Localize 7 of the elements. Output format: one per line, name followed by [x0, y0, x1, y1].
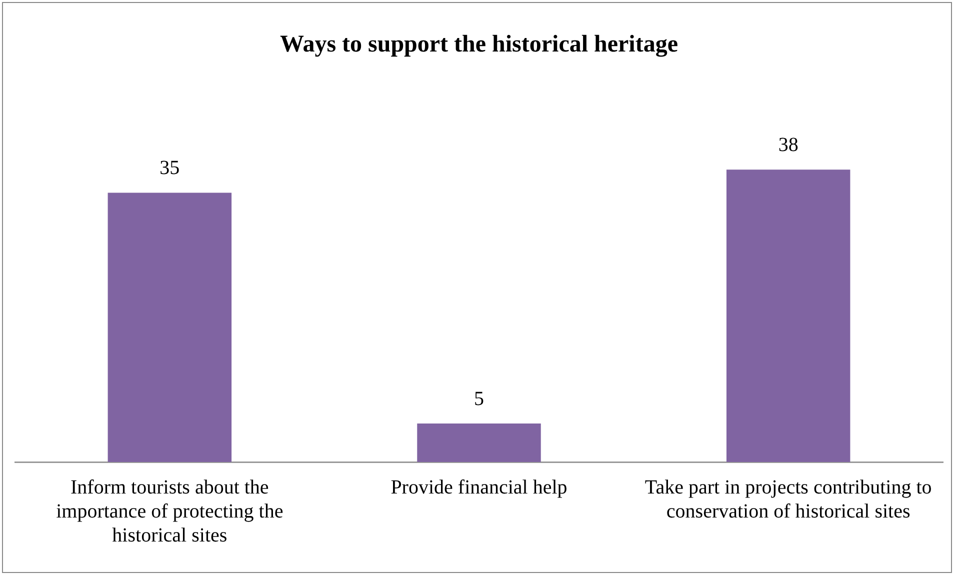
x-tick-label: Take part in projects contributing to conservation of historical sites	[644, 476, 932, 522]
chart-title: Ways to support the historical heritage	[280, 32, 678, 58]
x-tick-label: Provide financial help	[390, 476, 568, 498]
data-label: 38	[778, 134, 798, 156]
data-label: 35	[160, 156, 180, 179]
data-label: 5	[474, 388, 484, 410]
x-tick-label: Inform tourists about the importance of protecting the historical sites	[56, 476, 284, 546]
